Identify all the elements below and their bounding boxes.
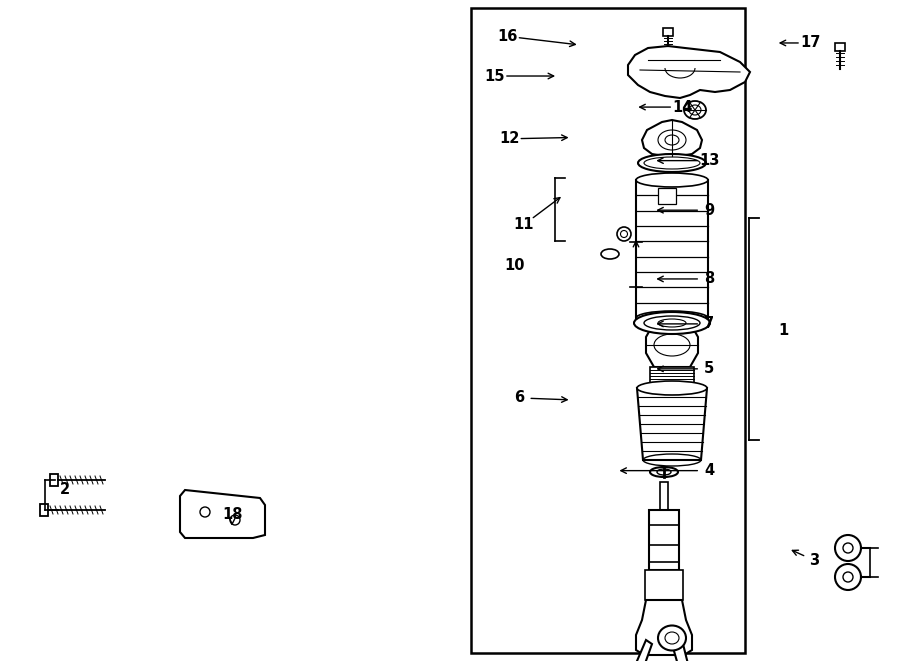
Bar [835, 43, 845, 51]
Polygon shape [628, 46, 750, 98]
Ellipse shape [650, 467, 678, 477]
Text: 17: 17 [800, 36, 820, 50]
Text: 12: 12 [500, 132, 519, 146]
Ellipse shape [658, 625, 686, 650]
Bar [40, 504, 48, 516]
Text: 15: 15 [485, 69, 505, 83]
Bar [50, 474, 58, 486]
Bar [660, 482, 668, 510]
Ellipse shape [601, 249, 619, 259]
Bar [663, 28, 673, 36]
Polygon shape [629, 640, 652, 661]
Text: 1: 1 [778, 323, 788, 338]
Ellipse shape [636, 173, 708, 187]
Text: 8: 8 [704, 272, 715, 286]
Bar [658, 188, 676, 204]
Polygon shape [646, 323, 698, 367]
Text: 14: 14 [672, 100, 692, 114]
Text: 5: 5 [704, 362, 715, 376]
Text: 9: 9 [704, 203, 715, 217]
Bar [650, 367, 694, 385]
Bar [636, 180, 708, 318]
Text: 11: 11 [514, 217, 534, 232]
Polygon shape [637, 388, 707, 460]
Ellipse shape [637, 381, 707, 395]
Text: 16: 16 [498, 29, 518, 44]
Text: 7: 7 [704, 317, 715, 331]
Ellipse shape [634, 312, 710, 334]
Text: 3: 3 [809, 553, 820, 568]
Polygon shape [672, 640, 692, 661]
Ellipse shape [835, 535, 861, 561]
Ellipse shape [636, 311, 708, 325]
Text: 4: 4 [704, 463, 715, 478]
Bar [649, 510, 679, 570]
Bar [645, 570, 683, 600]
Text: 18: 18 [222, 507, 242, 522]
Text: 10: 10 [505, 258, 525, 273]
Ellipse shape [835, 564, 861, 590]
Text: 6: 6 [514, 391, 525, 405]
Polygon shape [180, 490, 265, 538]
Ellipse shape [684, 101, 706, 119]
Ellipse shape [638, 154, 706, 172]
Polygon shape [636, 600, 692, 655]
Polygon shape [642, 120, 702, 156]
Bar [471, 8, 745, 653]
Ellipse shape [617, 227, 631, 241]
Text: 2: 2 [59, 482, 70, 496]
Text: 13: 13 [699, 153, 719, 168]
